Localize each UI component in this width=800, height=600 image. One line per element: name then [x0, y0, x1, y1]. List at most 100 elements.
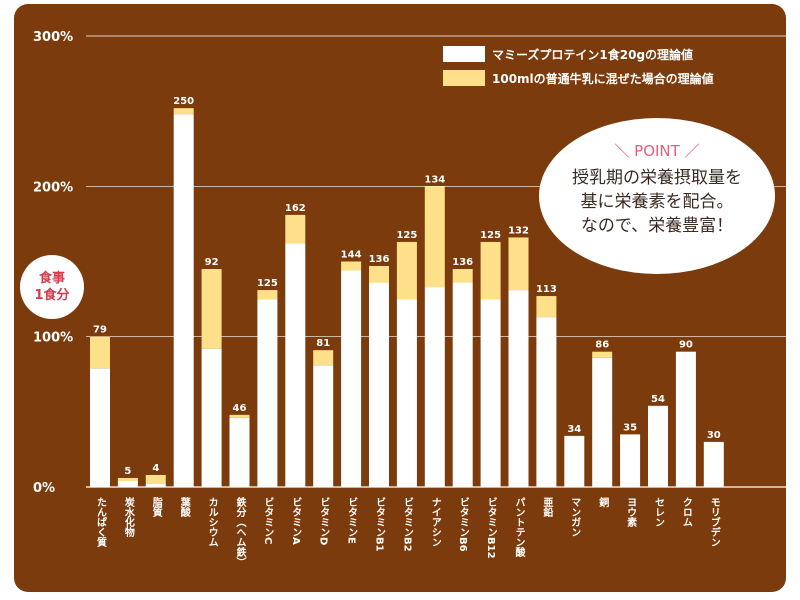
bar-milk — [396, 241, 417, 300]
data-label: 34 — [567, 424, 581, 435]
bar-base — [396, 299, 417, 487]
data-label: 92 — [205, 257, 219, 268]
bar-base — [369, 282, 389, 487]
bar-base — [620, 434, 641, 487]
category-label: ビタミンB6 — [457, 496, 469, 552]
legend-label-base: マミーズプロテイン1食20gの理論値 — [492, 47, 693, 62]
category-label: ビタミンE — [346, 496, 358, 544]
bar-milk — [229, 414, 250, 418]
category-label: ビタミンA — [290, 496, 302, 545]
category-label: パントテン酸 — [513, 497, 525, 558]
bar-milk — [341, 261, 362, 271]
bar-base — [145, 483, 166, 487]
bar-milk — [424, 186, 445, 288]
bar-base — [564, 435, 585, 487]
point-line-3: なので、栄養豊富！ — [581, 216, 733, 236]
point-line-1: 授乳期の栄養摂取量を — [572, 168, 742, 188]
bar-base — [90, 368, 110, 487]
point-line-2: 基に栄養素を配合。 — [581, 192, 734, 212]
data-label: 46 — [233, 403, 247, 414]
meal-badge-line1: 食事 — [39, 270, 65, 286]
data-label: 125 — [480, 230, 501, 241]
category-label: 葉酸 — [178, 496, 191, 518]
category-label: ビタミンB12 — [485, 496, 497, 559]
meal-badge-circle — [20, 255, 84, 319]
data-label: 136 — [452, 257, 473, 268]
bar-base — [313, 365, 334, 487]
category-label: セレン — [653, 497, 665, 527]
legend: マミーズプロテイン1食20gの理論値 100mlの普通牛乳に混ぜた場合の理論値 — [443, 46, 714, 86]
data-label: 125 — [257, 278, 278, 289]
data-label: 54 — [651, 394, 665, 405]
bar-milk — [592, 351, 613, 358]
bar-base — [285, 243, 306, 487]
category-label: マンガン — [569, 497, 581, 537]
bar-base — [424, 287, 445, 487]
point-bubble: ＼ POINT ／ 授乳期の栄養摂取量を 基に栄養素を配合。 なので、栄養豊富！ — [539, 118, 775, 274]
bar-milk — [480, 241, 501, 300]
data-label: 30 — [707, 430, 721, 441]
category-label: ビタミンD — [318, 496, 330, 546]
bar-milk — [536, 296, 557, 318]
bar-base — [703, 441, 724, 487]
bar-milk — [452, 269, 473, 283]
data-label: 132 — [508, 225, 529, 236]
category-labels: たんぱく質 炭水化物 脂質 葉酸 カルシウム 鉄分（ヘム鉄） ビタミンC ビタミンA ビタミンD… — [95, 496, 721, 567]
bar-milk — [313, 350, 334, 366]
bar-milk — [173, 108, 194, 115]
category-label: ビタミンB2 — [401, 496, 413, 552]
data-label: 113 — [536, 284, 557, 295]
y-tick-label: 300% — [33, 30, 73, 45]
data-label: 250 — [173, 96, 194, 107]
category-label: ビタミンC — [262, 496, 274, 545]
point-bubble-shape — [539, 118, 775, 274]
legend-swatch-base — [443, 46, 485, 62]
data-labels: 79 5 4 250 92 46 125 162 81 144 136 125 134 136 125 132… — [93, 96, 721, 477]
bar-base — [592, 357, 613, 487]
data-label: 79 — [93, 325, 107, 336]
bar-milk — [201, 269, 222, 349]
data-label: 136 — [369, 254, 390, 265]
bar-base — [480, 299, 501, 487]
category-label: ビタミンB1 — [374, 496, 386, 552]
data-label: 35 — [623, 422, 637, 433]
bar-milk — [90, 336, 110, 369]
bar-base — [341, 270, 362, 487]
data-label: 162 — [285, 203, 306, 214]
category-label: 銅 — [597, 496, 609, 508]
data-label: 81 — [316, 338, 330, 349]
data-label: 144 — [341, 250, 362, 261]
y-tick-label: 100% — [33, 331, 73, 346]
bars — [90, 108, 724, 487]
category-label: ヨウ素 — [625, 497, 637, 528]
data-label: 5 — [124, 466, 131, 477]
bar-base — [648, 405, 668, 487]
bar-base — [536, 317, 557, 487]
y-tick-label: 0% — [33, 481, 55, 496]
category-label: モリブデン — [708, 497, 720, 547]
bar-base — [257, 299, 278, 487]
data-label: 134 — [424, 174, 445, 185]
bar-base — [173, 114, 194, 487]
bar-milk — [369, 266, 389, 283]
y-axis-ticks: 0% 100% 200% 300% — [33, 30, 73, 496]
bar-milk — [257, 290, 278, 300]
data-label: 125 — [396, 230, 417, 241]
bar-base — [452, 282, 473, 487]
bar-milk — [508, 237, 529, 291]
bar-base — [229, 417, 250, 487]
bar-base — [675, 351, 696, 487]
category-label: カルシウム — [206, 497, 218, 547]
legend-label-milk: 100mlの普通牛乳に混ぜた場合の理論値 — [492, 71, 714, 86]
bar-base — [201, 348, 222, 487]
bar-milk — [285, 214, 306, 244]
bar-milk — [117, 477, 138, 481]
category-label: 亜鉛 — [541, 497, 553, 518]
category-label: たんぱく質 — [95, 497, 107, 548]
category-label: クロム — [680, 497, 692, 527]
bar-base — [508, 290, 529, 487]
y-tick-label: 200% — [33, 180, 73, 195]
category-label: 鉄分（ヘム鉄） — [234, 496, 247, 567]
data-label: 86 — [595, 340, 609, 351]
